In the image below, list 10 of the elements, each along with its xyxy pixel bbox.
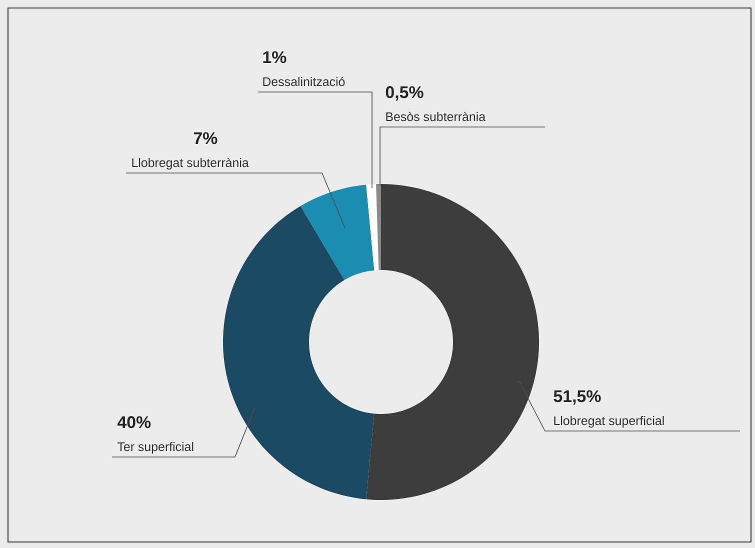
data-label: 51,5%: [554, 390, 601, 405]
data-label: 40%: [117, 416, 151, 428]
data-label: 7%: [194, 132, 218, 144]
slice-label: Ter superficial: [117, 442, 194, 454]
data-label: 0,5%: [386, 86, 424, 101]
slice-label: Besòs subterrània: [386, 112, 486, 122]
slice-label: Llobregat subterrània: [132, 158, 249, 170]
slice-label: Dessalinització: [263, 76, 345, 86]
slice-label: Llobregat superficial: [554, 416, 664, 428]
data-label: 1%: [263, 51, 286, 64]
